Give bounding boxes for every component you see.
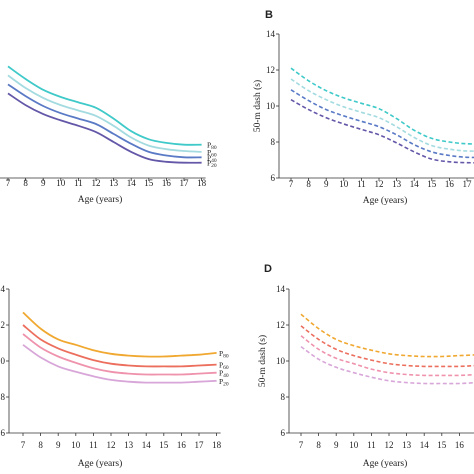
y-tick-label: 14 [266,29,276,39]
y-tick-label: 12 [266,65,275,75]
panel-b: B 6 8 10 12 14 50-m dash (s) 7 8 9 10 11 12 13 14 15 16 1… [252,9,474,206]
x-tick-label: 8 [38,440,43,450]
x-tick-label: 14 [410,179,420,189]
y-tick-label: 14 [0,284,6,294]
x-tick-label: 13 [402,440,412,450]
x-tick-label: 10 [71,440,81,450]
x-tick-label: 7 [6,178,11,188]
series-line-2 [300,325,474,368]
x-tick-label: 14 [127,178,137,188]
x-tick-label: 13 [109,178,119,188]
x-tick-label: 7 [299,440,304,450]
series-end-label: P80 [219,349,229,360]
x-tick-label: 17 [180,178,190,188]
x-tick-label: 9 [56,440,61,450]
x-tick-label: 8 [23,178,28,188]
series-line-3 [290,89,474,159]
series-line-1 [300,313,474,358]
y-tick-label: 12 [276,320,285,330]
x-tick-label: 11 [367,440,376,450]
y-tick-label: 8 [271,137,276,147]
series-line-4 [22,344,217,384]
y-tick-label: 6 [1,428,6,438]
series-line-1 [290,67,474,145]
series-end-label: P60 [219,361,229,372]
x-axis-label: Age (years) [78,458,123,469]
series-line-3 [300,335,474,377]
series-line-4 [300,345,474,385]
series-line-2 [22,324,217,368]
x-tick-label: 13 [124,440,134,450]
x-tick-label: 15 [437,440,447,450]
panel-a: 7 8 9 10 11 12 13 14 15 16 17 18 Age (years) P80P60P4… [0,65,217,205]
x-tick-label: 12 [385,440,394,450]
series-line-2 [290,78,474,152]
x-tick-label: 10 [339,179,349,189]
x-tick-label: 12 [375,179,384,189]
x-tick-label: 11 [357,179,366,189]
x-tick-label: 14 [420,440,430,450]
x-tick-label: 10 [56,178,66,188]
x-tick-label: 15 [427,179,437,189]
x-tick-label: 18 [197,178,207,188]
x-tick-label: 16 [162,178,172,188]
y-tick-label: 14 [276,284,286,294]
x-tick-label: 7 [21,440,26,450]
y-tick-label: 8 [281,392,286,402]
x-tick-label: 16 [455,440,465,450]
y-axis-label: 50-m dash (s) [257,335,268,387]
x-tick-label: 10 [349,440,359,450]
x-tick-label: 9 [324,179,329,189]
x-tick-label: 13 [392,179,402,189]
y-tick-label: 8 [1,392,6,402]
x-axis-label: Age (years) [363,458,408,469]
y-tick-label: 6 [281,428,286,438]
x-tick-label: 17 [195,440,205,450]
series-line-1 [22,311,217,358]
x-axis-label: Age (years) [78,194,123,205]
panel-letter: B [265,9,273,21]
x-tick-label: 8 [316,440,321,450]
y-tick-label: 12 [0,320,5,330]
series-line-4 [7,92,202,164]
x-tick-label: 12 [107,440,116,450]
x-tick-label: 12 [92,178,101,188]
series-end-label: P60 [207,148,217,159]
series-line-3 [7,83,202,159]
x-tick-label: 15 [159,440,169,450]
series-end-label: P40 [207,153,217,164]
x-tick-label: 9 [41,178,46,188]
series-end-label: P20 [207,159,217,170]
x-tick-label: 11 [89,440,98,450]
y-tick-label: 10 [266,101,276,111]
x-tick-label: 18 [212,440,222,450]
y-tick-label: 6 [271,173,276,183]
y-tick-label: 10 [0,356,6,366]
series-end-label: P80 [207,141,217,152]
series-line-2 [7,74,202,153]
x-axis-label: Age (years) [363,195,408,206]
y-tick-label: 10 [276,356,286,366]
x-tick-label: 15 [144,178,154,188]
panel-c: 6 8 10 12 14 7 8 9 10 11 12 13 14 15 16 17 18 Age (years)… [0,284,229,469]
x-tick-label: 9 [334,440,339,450]
x-tick-label: 14 [142,440,152,450]
series-line-3 [22,333,217,376]
series-end-label: P40 [219,369,229,380]
x-tick-label: 11 [74,178,83,188]
x-tick-label: 17 [463,179,473,189]
series-end-label: P20 [219,377,229,388]
series-line-4 [290,99,474,164]
panel-d: D 6 8 10 12 14 50-m dash (s) 7 8 9 10 11 12 13 14 15 16 A… [257,263,474,469]
y-axis-label: 50-m dash (s) [252,80,263,132]
series-line-1 [7,65,202,146]
x-tick-label: 7 [289,179,294,189]
x-tick-label: 8 [306,179,311,189]
x-tick-label: 16 [177,440,187,450]
x-tick-label: 16 [445,179,455,189]
panel-letter: D [264,263,272,275]
